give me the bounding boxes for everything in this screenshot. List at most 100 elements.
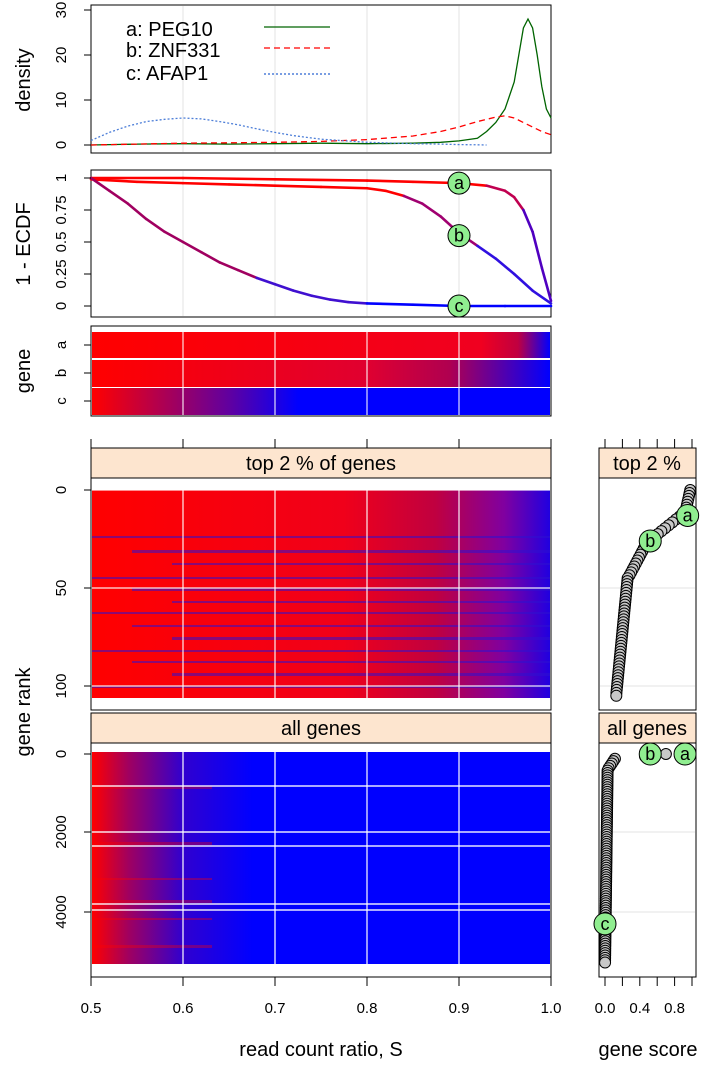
top-heatmap-ytick-label-0: 0 bbox=[53, 486, 70, 494]
top-heatmap-body bbox=[92, 490, 550, 698]
x-axis-label: read count ratio, S bbox=[239, 1039, 402, 1061]
all-score-point-0 bbox=[659, 748, 672, 760]
all-score-panel: all genes a b c bbox=[593, 712, 697, 978]
lattice-top-ticks bbox=[90, 439, 552, 448]
top-heatmap-stripe-6 bbox=[92, 612, 550, 614]
ecdf-segment-b-15 bbox=[531, 289, 553, 305]
ecdf-segment-c-7 bbox=[218, 261, 240, 272]
ecdf-segment-b-7 bbox=[384, 189, 406, 198]
all-heatmap-panel: all genes 0 2000 4000 bbox=[53, 712, 552, 978]
score-top-ticks bbox=[604, 439, 693, 448]
top-score-strip bbox=[598, 447, 697, 479]
ecdf-segment-b-13 bbox=[494, 257, 516, 276]
gene-row-b bbox=[92, 360, 550, 387]
top-heatmap-stripe-11 bbox=[172, 673, 550, 676]
ecdf-segment-b-9 bbox=[420, 202, 442, 218]
all-score-marker-a bbox=[673, 742, 697, 766]
top-heatmap-ytick-label-1: 50 bbox=[53, 580, 70, 597]
ecdf-yticks: 0 0.25 0.5 0.75 1 bbox=[53, 174, 91, 310]
density-ylabel: density bbox=[13, 48, 35, 111]
all-score-marker-label-c: c bbox=[601, 914, 610, 934]
top-heatmap-stripe-0 bbox=[92, 536, 550, 538]
ecdf-segment-c-1 bbox=[108, 189, 130, 205]
all-heatmap-stripe-1 bbox=[92, 842, 212, 845]
density-lines bbox=[90, 17, 552, 146]
ecdf-segment-c-4 bbox=[163, 230, 185, 244]
ecdf-segment-a-3 bbox=[365, 179, 415, 184]
all-score-marker-c bbox=[593, 912, 617, 936]
all-heatmap-stripe-0 bbox=[92, 786, 212, 789]
ecdf-segment-c-14 bbox=[347, 300, 369, 305]
ecdf-segment-a-11 bbox=[540, 266, 553, 303]
top-score-marker-b bbox=[638, 529, 662, 553]
ecdf-segment-b-4 bbox=[273, 184, 323, 189]
top-score-marker-label-b: b bbox=[645, 531, 655, 551]
ecdf-segment-c-6 bbox=[200, 250, 222, 264]
all-score-marker-label-b: b bbox=[645, 744, 655, 764]
all-heatmap-ytick-label-0: 0 bbox=[53, 750, 70, 758]
all-heatmap-stripe-3 bbox=[92, 900, 212, 903]
top-heatmap-stripe-3 bbox=[92, 577, 550, 579]
top-heatmap-stripe-5 bbox=[172, 601, 550, 603]
top-strip bbox=[90, 447, 552, 479]
top-heatmap-stripe-12 bbox=[92, 686, 550, 688]
ecdf-ytick-label-2: 0.5 bbox=[53, 232, 70, 253]
top-score-panel: top 2 % ab bbox=[598, 447, 700, 711]
all-score-marker-b bbox=[638, 742, 662, 766]
score-xtick-label-0: 0.0 bbox=[595, 1000, 616, 1017]
all-heatmap-gridlines bbox=[92, 744, 550, 976]
top-heatmap-stripe-9 bbox=[92, 650, 550, 652]
ecdf-segment-c-8 bbox=[236, 268, 258, 280]
ecdf-segment-b-12 bbox=[476, 244, 498, 260]
bottom-xtick-label-0: 0.5 bbox=[81, 1000, 102, 1017]
ecdf-segment-c-0 bbox=[89, 176, 111, 193]
gene-row-labels: a b c bbox=[53, 340, 91, 405]
ecdf-segment-c-3 bbox=[144, 217, 166, 234]
rank-ylabel: gene rank bbox=[13, 667, 35, 757]
all-heatmap-ytick-label-2: 4000 bbox=[53, 895, 70, 928]
density-ytick-label-3: 30 bbox=[53, 2, 70, 19]
top-heatmap-gridlines bbox=[92, 479, 550, 709]
ecdf-ytick-label-1: 0.25 bbox=[53, 259, 70, 288]
bottom-xtick-label-2: 0.7 bbox=[265, 1000, 286, 1017]
ecdf-segment-a-10 bbox=[531, 230, 544, 269]
score-xtick-label-2: 0.8 bbox=[664, 1000, 685, 1017]
all-heatmap-ytick-label-1: 2000 bbox=[53, 815, 70, 848]
top-heatmap-stripe-8 bbox=[172, 637, 550, 640]
all-heatmap-stripe-5 bbox=[92, 945, 212, 948]
density-gridlines bbox=[182, 6, 460, 152]
density-frame bbox=[90, 4, 552, 154]
all-score-strip-label: all genes bbox=[607, 718, 687, 740]
ecdf-segment-b-6 bbox=[365, 186, 387, 193]
ecdf-segment-c-10 bbox=[273, 282, 295, 292]
ecdf-marker-label-b: b bbox=[454, 226, 464, 246]
top-heatmap-ytick-label-2: 100 bbox=[53, 673, 70, 698]
ecdf-ytick-label-4: 1 bbox=[53, 174, 70, 182]
top-score-points: ab bbox=[610, 484, 700, 702]
bottom-xtick-label-4: 0.9 bbox=[449, 1000, 470, 1017]
ecdf-segment-a-8 bbox=[512, 195, 525, 212]
score-x-axis: 0.0 0.4 0.8 bbox=[595, 977, 693, 1017]
all-score-marker-label-a: a bbox=[680, 744, 691, 764]
gene-ylabel: gene bbox=[13, 349, 35, 394]
density-ytick-label-0: 0 bbox=[53, 141, 70, 149]
all-heatmap-stripes bbox=[92, 786, 212, 948]
top-heatmap-stripe-1 bbox=[132, 550, 550, 553]
ecdf-segment-c-15 bbox=[365, 302, 415, 307]
top-score-point-70 bbox=[610, 689, 623, 702]
ecdf-segment-a-2 bbox=[273, 177, 369, 182]
density-yticks: 0 10 20 30 bbox=[53, 2, 91, 149]
all-heatmap-body bbox=[92, 752, 550, 964]
density-ytick-label-2: 20 bbox=[53, 47, 70, 64]
gene-heatmap-gridlines bbox=[182, 327, 460, 415]
top-strip-label: top 2 % of genes bbox=[246, 453, 396, 475]
gene-row-a bbox=[92, 332, 550, 358]
gene-heatmap-panel: a b c gene bbox=[13, 325, 552, 417]
density-line-0 bbox=[90, 17, 552, 146]
gene-row-label-b: b bbox=[53, 369, 70, 377]
ecdf-segment-b-5 bbox=[319, 185, 369, 190]
ecdf-ytick-label-0: 0 bbox=[53, 302, 70, 310]
density-legend: a: PEG10 b: ZNF331 c: AFAP1 bbox=[126, 19, 330, 85]
ecdf-segment-c-2 bbox=[126, 202, 148, 221]
ecdf-segment-a-7 bbox=[503, 189, 516, 199]
